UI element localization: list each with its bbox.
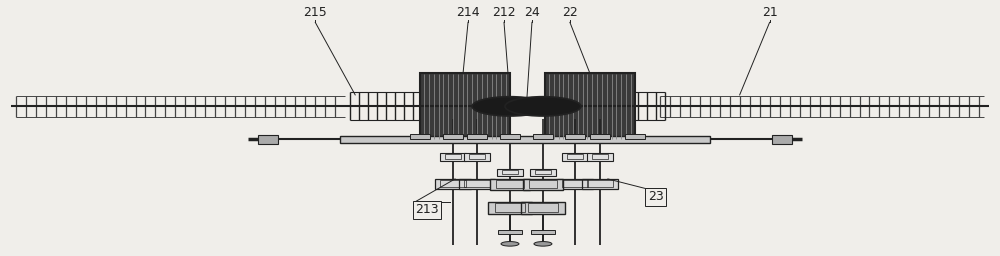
Bar xyxy=(467,134,487,140)
Text: 213: 213 xyxy=(415,203,439,216)
Text: 23: 23 xyxy=(648,190,664,203)
Text: 24: 24 xyxy=(524,6,540,19)
Text: 212: 212 xyxy=(492,6,516,19)
Bar xyxy=(502,170,518,174)
Bar xyxy=(445,154,461,159)
Bar xyxy=(469,154,485,159)
Bar xyxy=(497,169,523,176)
Bar xyxy=(459,179,495,189)
Bar xyxy=(562,180,588,187)
Bar xyxy=(587,153,613,161)
Bar xyxy=(340,136,710,143)
Bar xyxy=(510,104,543,109)
Circle shape xyxy=(472,97,548,116)
Bar xyxy=(772,135,792,144)
Bar xyxy=(587,180,613,187)
Bar xyxy=(420,73,510,140)
Bar xyxy=(545,73,635,140)
Bar xyxy=(500,134,520,140)
Bar xyxy=(562,153,588,161)
Bar xyxy=(528,203,558,212)
Bar xyxy=(529,180,557,188)
Bar xyxy=(496,180,524,188)
Bar xyxy=(410,134,430,140)
Bar xyxy=(592,154,608,159)
Bar xyxy=(590,134,610,140)
Bar xyxy=(495,203,525,212)
Bar xyxy=(531,230,555,234)
Text: 214: 214 xyxy=(456,6,480,19)
Bar xyxy=(488,202,532,214)
Bar xyxy=(557,179,593,189)
Bar xyxy=(435,179,471,189)
Text: 22: 22 xyxy=(562,6,578,19)
Bar xyxy=(490,179,530,190)
Bar xyxy=(582,179,618,189)
Bar xyxy=(464,180,490,187)
Bar xyxy=(533,134,553,140)
Bar xyxy=(440,180,466,187)
Bar xyxy=(567,154,583,159)
Circle shape xyxy=(534,242,552,246)
Bar xyxy=(443,134,463,140)
Bar xyxy=(530,169,556,176)
Circle shape xyxy=(501,242,519,246)
Bar xyxy=(523,179,563,190)
Text: 215: 215 xyxy=(303,6,327,19)
Text: 21: 21 xyxy=(762,6,778,19)
Bar xyxy=(565,134,585,140)
Bar xyxy=(625,134,645,140)
Circle shape xyxy=(505,97,581,116)
Bar xyxy=(498,230,522,234)
Bar xyxy=(440,153,466,161)
Bar xyxy=(258,135,278,144)
Bar xyxy=(521,202,565,214)
Bar xyxy=(535,170,551,174)
Bar xyxy=(464,153,490,161)
